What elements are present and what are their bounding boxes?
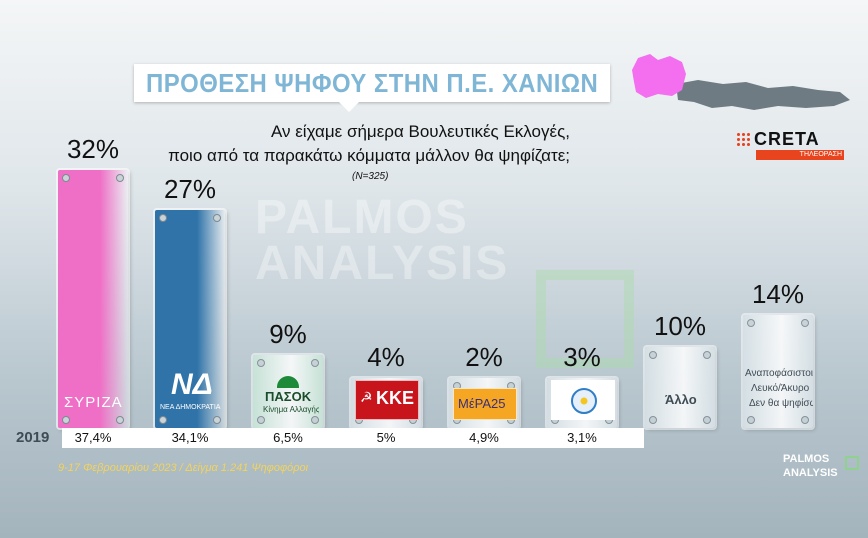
- hammer-sickle-icon: ☭: [360, 389, 373, 405]
- bar-screw-icon: [747, 319, 755, 328]
- bar: [253, 355, 323, 428]
- question-text: Αν είχαμε σήμερα Βουλευτικές Εκλογές, πο…: [150, 120, 570, 168]
- watermark-line2: ANALYSIS: [255, 237, 510, 290]
- bar-value-label: 32%: [66, 134, 120, 164]
- kke-logo: ☭ ΚΚΕ: [355, 380, 419, 420]
- nd-logo-mark: ΝΔ: [171, 368, 213, 401]
- bar-screw-icon: [311, 359, 319, 368]
- bar-screw-icon: [62, 416, 70, 424]
- channel-dots-icon: [736, 132, 752, 148]
- compass-icon: [571, 388, 597, 414]
- chart-title: ΠΡΟΘΕΣΗ ΨΗΦΟΥ ΣΤΗΝ Π.Ε. ΧΑΝΙΩΝ: [146, 68, 599, 98]
- bar-value-label: 2%: [465, 342, 503, 372]
- undecided-line1: Αναποφάσιστοι: [745, 368, 813, 379]
- bar-value-label: 14%: [751, 279, 805, 310]
- channel-subtitle: ΤΗΛΕΟΡΑΣΗ: [756, 150, 844, 160]
- sample-size: (N=325): [352, 171, 389, 182]
- survey-footer: 9-17 Φεβρουαρίου 2023 / Δείγμα 1.241 Ψηφ…: [58, 462, 309, 474]
- watermark-line1: PALMOS: [255, 191, 469, 244]
- bar-screw-icon: [311, 416, 319, 424]
- bar-screw-icon: [62, 174, 70, 182]
- bar-value-label: 4%: [367, 342, 405, 372]
- bar-screw-icon: [649, 416, 657, 424]
- mera25-logo-text: ΜέΡΑ25: [458, 396, 506, 411]
- bar: [743, 315, 813, 428]
- bar-value-label: 9%: [269, 319, 307, 350]
- pasok-sun-icon: [277, 376, 299, 388]
- bar-screw-icon: [213, 416, 221, 424]
- title-banner: [134, 64, 610, 112]
- pasok-logo-text: ΠΑΣΟΚ: [265, 389, 312, 404]
- bar-value-label: 27%: [163, 174, 217, 205]
- result-2019-value: 5%: [376, 430, 396, 445]
- bar: [645, 347, 715, 428]
- kke-logo-text: ΚΚΕ: [376, 388, 415, 408]
- nd-logo-text: ΝΕΑ ΔΗΜΟΚΡΑΤΙΑ: [160, 404, 221, 411]
- bar-screw-icon: [116, 416, 124, 424]
- question-line2: ποιο από τα παρακάτω κόμματα μάλλον θα ψ…: [168, 146, 570, 165]
- brand-square-icon: [845, 456, 859, 470]
- question-line1: Αν είχαμε σήμερα Βουλευτικές Εκλογές,: [270, 122, 570, 141]
- bar-screw-icon: [703, 416, 711, 424]
- bar-screw-icon: [747, 416, 755, 424]
- bar-screw-icon: [649, 351, 657, 360]
- bar-screw-icon: [257, 416, 265, 424]
- creta-channel-logo: CRETA ΤΗΛΕΟΡΑΣΗ: [736, 129, 844, 160]
- result-2019-value: 6,5%: [273, 430, 303, 445]
- bar-screw-icon: [159, 214, 167, 223]
- result-2019-value: 37,4%: [74, 430, 112, 445]
- watermark-square-icon: [536, 270, 634, 368]
- watermark: PALMOS ANALYSIS: [255, 191, 510, 290]
- bar-screw-icon: [703, 351, 711, 360]
- pasok-logo-sub: Κίνημα Αλλαγής: [263, 405, 319, 414]
- bar-screw-icon: [801, 319, 809, 328]
- nd-logo: ΝΔ ΝΕΑ ΔΗΜΟΚΡΑΤΙΑ: [157, 366, 223, 418]
- crete-map-icon: [632, 54, 850, 110]
- palmos-analysis-logo: PALMOS ANALYSIS: [783, 452, 859, 480]
- bar: [155, 210, 225, 428]
- results-2019-row: 2019 37,4% 34,1% 6,5% 5% 4,9% 3,1%: [0, 428, 868, 448]
- other-label: Άλλο: [665, 392, 697, 407]
- undecided-line3: Δεν θα ψηφίσω: [749, 398, 813, 409]
- channel-name: CRETA: [754, 129, 820, 149]
- bar-value-label: 3%: [563, 342, 601, 372]
- bar-screw-icon: [257, 359, 265, 368]
- undecided-label-box: Αναποφάσιστοι Λευκό/Άκυρο Δεν θα ψηφίσω: [743, 366, 813, 418]
- syriza-logo: ΣΥΡΙΖΑ: [60, 388, 126, 418]
- bar-value-label: 10%: [653, 311, 707, 342]
- bar-screw-icon: [213, 214, 221, 223]
- other-label-box: Άλλο: [649, 382, 711, 418]
- mera25-logo: ΜέΡΑ25: [453, 388, 517, 420]
- year-label: 2019: [16, 429, 50, 446]
- result-2019-value: 3,1%: [567, 430, 597, 445]
- result-2019-value: 4,9%: [469, 430, 499, 445]
- pasok-logo: ΠΑΣΟΚ Κίνημα Αλλαγής: [257, 374, 319, 418]
- compass-party-logo: [551, 380, 615, 420]
- brand-line2: ANALYSIS: [783, 467, 838, 479]
- bar-screw-icon: [801, 416, 809, 424]
- bar: [58, 170, 128, 428]
- brand-line1: PALMOS: [783, 453, 830, 465]
- bar-screw-icon: [159, 416, 167, 424]
- syriza-logo-text: ΣΥΡΙΖΑ: [64, 394, 123, 411]
- bar-screw-icon: [116, 174, 124, 182]
- undecided-line2: Λευκό/Άκυρο: [751, 383, 810, 394]
- result-2019-value: 34,1%: [171, 430, 209, 445]
